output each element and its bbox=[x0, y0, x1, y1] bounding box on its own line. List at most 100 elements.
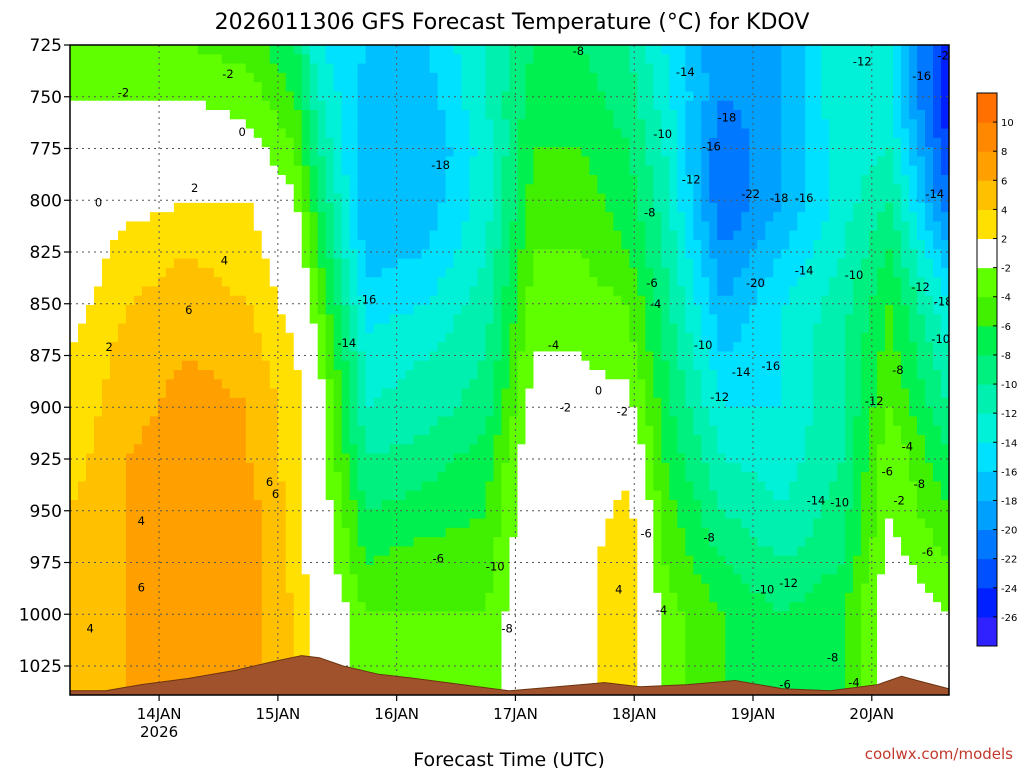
temperature-cell bbox=[117, 435, 127, 445]
temperature-cell bbox=[589, 193, 598, 204]
temperature-cell bbox=[621, 193, 630, 204]
temperature-cell bbox=[397, 342, 407, 353]
temperature-cell bbox=[349, 583, 359, 594]
temperature-cell bbox=[317, 546, 327, 557]
temperature-cell bbox=[125, 45, 135, 55]
temperature-cell bbox=[629, 416, 638, 427]
temperature-cell bbox=[373, 137, 383, 148]
temperature-cell bbox=[541, 416, 551, 427]
temperature-cell bbox=[85, 137, 95, 148]
temperature-cell bbox=[133, 156, 143, 167]
temperature-cell bbox=[621, 537, 630, 548]
temperature-cell bbox=[229, 286, 239, 297]
temperature-cell bbox=[157, 165, 167, 176]
temperature-cell bbox=[533, 657, 543, 668]
temperature-cell bbox=[269, 611, 279, 622]
temperature-cell bbox=[509, 657, 519, 668]
temperature-cell bbox=[413, 110, 423, 120]
temperature-cell bbox=[125, 258, 135, 269]
temperature-cell bbox=[389, 221, 399, 232]
temperature-cell bbox=[285, 453, 295, 464]
temperature-cell bbox=[533, 323, 543, 334]
temperature-cell bbox=[365, 639, 375, 650]
temperature-cell bbox=[285, 305, 295, 315]
temperature-cell bbox=[485, 527, 495, 538]
temperature-cell bbox=[613, 267, 622, 278]
temperature-cell bbox=[293, 648, 303, 659]
temperature-cell bbox=[525, 165, 535, 176]
temperature-cell bbox=[189, 388, 199, 399]
temperature-cell bbox=[109, 397, 119, 408]
temperature-cell bbox=[253, 137, 263, 148]
temperature-cell bbox=[269, 518, 279, 529]
temperature-cell bbox=[493, 648, 503, 659]
temperature-cell bbox=[141, 472, 151, 483]
temperature-cell bbox=[277, 565, 287, 575]
temperature-cell bbox=[397, 212, 407, 223]
temperature-cell bbox=[485, 332, 495, 343]
temperature-cell bbox=[629, 592, 638, 603]
temperature-cell bbox=[309, 435, 319, 445]
temperature-cell bbox=[197, 509, 207, 520]
temperature-cell bbox=[549, 388, 559, 399]
temperature-cell bbox=[437, 639, 447, 650]
temperature-cell bbox=[613, 147, 622, 158]
temperature-cell bbox=[381, 221, 391, 232]
temperature-cell bbox=[285, 82, 295, 93]
temperature-cell bbox=[301, 314, 311, 325]
temperature-cell bbox=[349, 472, 359, 483]
temperature-cell bbox=[269, 212, 279, 223]
temperature-cell bbox=[541, 370, 551, 380]
temperature-cell bbox=[381, 175, 391, 185]
temperature-cell bbox=[381, 82, 391, 93]
temperature-cell bbox=[325, 370, 335, 380]
temperature-cell bbox=[573, 230, 583, 241]
temperature-cell bbox=[509, 91, 519, 102]
temperature-cell bbox=[373, 370, 383, 380]
temperature-cell bbox=[213, 249, 223, 260]
temperature-cell bbox=[141, 435, 151, 445]
temperature-cell bbox=[597, 360, 606, 371]
temperature-cell bbox=[229, 546, 239, 557]
temperature-cell bbox=[325, 323, 335, 334]
temperature-cell bbox=[397, 267, 407, 278]
temperature-cell bbox=[285, 416, 295, 427]
temperature-cell bbox=[197, 286, 207, 297]
temperature-cell bbox=[133, 332, 143, 343]
temperature-cell bbox=[157, 565, 167, 575]
temperature-cell bbox=[541, 546, 551, 557]
temperature-cell bbox=[581, 128, 591, 139]
temperature-cell bbox=[565, 277, 575, 288]
temperature-cell bbox=[293, 286, 303, 297]
temperature-cell bbox=[549, 416, 559, 427]
temperature-cell bbox=[573, 444, 583, 455]
temperature-cell bbox=[405, 267, 415, 278]
temperature-cell bbox=[541, 518, 551, 529]
temperature-cell bbox=[117, 147, 127, 158]
temperature-cell bbox=[501, 592, 511, 603]
temperature-cell bbox=[101, 648, 111, 659]
temperature-cell bbox=[157, 527, 167, 538]
temperature-cell bbox=[325, 490, 335, 501]
temperature-cell bbox=[301, 63, 311, 74]
temperature-cell bbox=[173, 639, 183, 650]
temperature-cell bbox=[245, 128, 255, 139]
temperature-cell bbox=[173, 611, 183, 622]
temperature-cell bbox=[429, 667, 439, 678]
temperature-cell bbox=[373, 147, 383, 158]
temperature-cell bbox=[629, 156, 638, 167]
temperature-cell bbox=[533, 379, 543, 390]
temperature-cell bbox=[317, 574, 327, 585]
temperature-cell bbox=[381, 630, 391, 640]
temperature-cell bbox=[237, 537, 247, 548]
temperature-cell bbox=[565, 82, 575, 93]
temperature-cell bbox=[541, 147, 551, 158]
temperature-cell bbox=[101, 212, 111, 223]
temperature-cell bbox=[133, 119, 143, 130]
temperature-cell bbox=[517, 110, 527, 120]
temperature-cell bbox=[533, 444, 543, 455]
temperature-cell bbox=[389, 110, 399, 120]
temperature-cell bbox=[557, 230, 567, 241]
temperature-cell bbox=[93, 286, 103, 297]
